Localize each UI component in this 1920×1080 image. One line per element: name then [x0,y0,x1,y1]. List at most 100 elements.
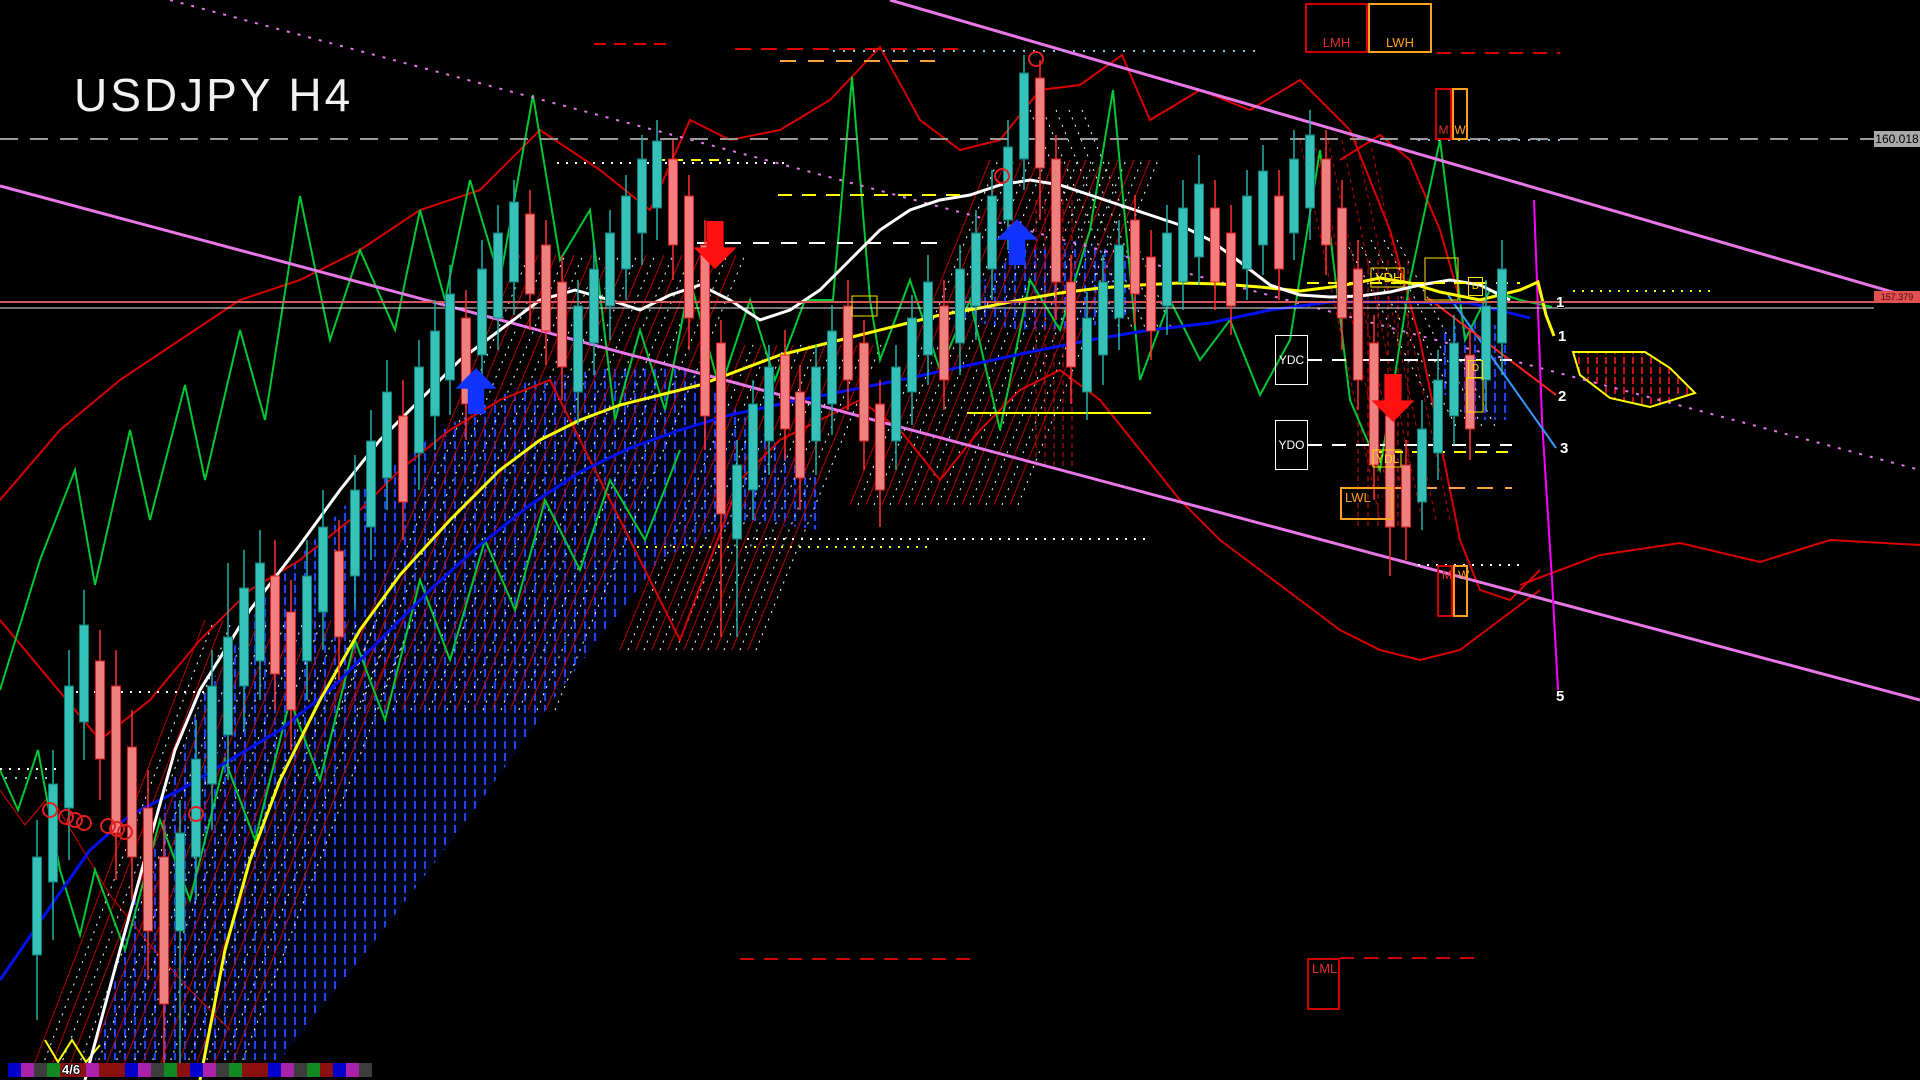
strip-segment [320,1063,333,1077]
strip-segment [112,1063,125,1077]
strip-segment [138,1063,151,1077]
candle [1051,158,1061,283]
kumo-future [1571,351,1697,409]
strip-segment [8,1063,21,1077]
wave-number-1b: 1 [1558,328,1567,345]
indicator-rects-layer [851,257,1484,468]
candle [1035,77,1045,169]
candle [827,330,837,405]
circle-markers-layer [42,51,1044,840]
candle [127,746,137,858]
candle [1449,342,1459,417]
candle [605,232,615,307]
candle [95,660,105,760]
strip-segment [242,1063,255,1077]
candle [1210,207,1220,283]
label-box-w-top: W [1452,88,1468,140]
fan-lines-layer [29,109,1498,1076]
strip-segment [229,1063,242,1077]
strip-segment [346,1063,359,1077]
yellow-ma [198,276,1556,1080]
candle [366,440,376,528]
strip-segment [216,1063,229,1077]
red-wave-br [1519,538,1920,586]
candle [509,201,519,283]
candle [652,140,662,209]
label-box-m-mid: M [1437,565,1453,617]
candle [971,232,981,307]
signal-circle-marker [1028,51,1044,67]
candle [1305,134,1315,209]
candle [637,158,647,234]
levels-layer [0,43,1874,960]
candle [445,293,455,381]
candle [1130,219,1140,295]
strip-segment [47,1063,60,1077]
candle [1433,379,1443,454]
green-zigzag-upper [0,76,1553,691]
yellow-box-a [1424,257,1459,301]
candle [382,391,392,479]
candle [1497,268,1507,344]
label-box-d1: D [1468,277,1483,296]
candle [175,832,185,932]
red-line-2 [1427,297,1557,396]
candle [1481,305,1491,381]
price-axis-label-gray: 160.018 [1874,131,1920,147]
candle [1146,256,1156,332]
strip-segment [268,1063,281,1077]
candle [1258,170,1268,246]
label-box-ydc: YDC [1275,335,1308,385]
candle [780,354,790,430]
strip-segment [125,1063,138,1077]
strip-segment [359,1063,372,1077]
candle [1321,158,1331,246]
candle [159,856,169,1005]
candle [541,244,551,332]
candle [1019,72,1029,160]
strip-segment [294,1063,307,1077]
sell-arrow-icon [1371,374,1415,422]
candle [32,856,42,956]
signal-circle-marker [109,821,125,837]
label-box-ydo: YDO [1275,420,1308,470]
yellow-box-mid [851,295,878,317]
candle [461,317,471,405]
ydh-box [1370,267,1405,288]
candle [79,624,89,723]
candle [875,403,885,491]
candle [1289,158,1299,234]
signal-circle-marker [188,806,204,822]
magenta-line-5 [1533,199,1559,691]
violet-channel-lower [0,184,1920,702]
label-box-lmh: LMH [1305,3,1368,53]
label-box-lml: LML [1307,958,1340,1010]
symbol-title: USDJPY H4 [74,69,354,121]
candle [477,268,487,356]
signal-arrows-layer [455,219,1415,422]
strip-segment [333,1063,346,1077]
candle [907,317,917,393]
label-box-w-mid: W [1453,565,1469,617]
wave-number-2: 2 [1558,388,1567,405]
candle [525,213,535,295]
candle [1417,428,1427,503]
candle [207,685,217,785]
buy-arrow-icon [455,368,497,414]
strip-segment [307,1063,320,1077]
candle [48,783,58,883]
candle [270,575,280,675]
candle [764,366,774,442]
strip-segment [164,1063,177,1077]
strip-segment [177,1063,190,1077]
candle [1226,232,1236,307]
label-box-m-top: M [1435,88,1452,140]
candle [795,391,805,479]
label-ydh: YDH [1375,270,1403,285]
ydl-box [1372,449,1402,468]
red-envelope-upper [0,45,1541,602]
candle [1337,207,1347,319]
white-ma [83,178,1511,1080]
strip-segment [99,1063,112,1077]
